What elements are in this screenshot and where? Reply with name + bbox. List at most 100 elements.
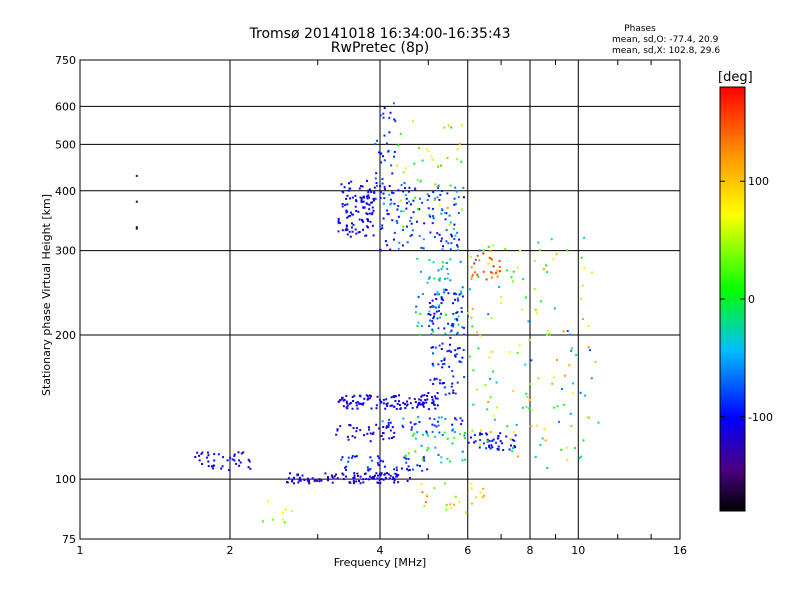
data-point	[431, 430, 434, 433]
data-point	[371, 211, 374, 214]
data-point	[587, 416, 590, 419]
data-point	[431, 328, 434, 331]
data-point	[320, 479, 323, 482]
data-point	[497, 437, 500, 440]
data-point	[461, 450, 464, 453]
data-point	[248, 460, 251, 463]
data-point	[473, 434, 476, 437]
x-tick-label: 4	[377, 544, 384, 557]
data-point	[498, 270, 501, 273]
data-point	[370, 395, 372, 398]
data-point	[431, 299, 434, 302]
data-point	[362, 206, 365, 209]
data-point	[398, 394, 400, 397]
data-point	[586, 416, 589, 419]
data-point	[555, 359, 558, 361]
data-point	[580, 297, 583, 300]
data-point	[496, 447, 499, 450]
data-point	[425, 401, 428, 404]
data-point	[437, 327, 440, 330]
data-point	[380, 435, 383, 437]
data-point	[438, 382, 441, 385]
data-point	[348, 214, 351, 217]
data-point	[510, 276, 513, 279]
data-point	[201, 451, 204, 454]
data-point	[492, 244, 495, 247]
data-point	[505, 269, 508, 272]
data-point	[293, 482, 295, 485]
data-point	[366, 466, 369, 469]
data-point	[337, 400, 340, 403]
data-point	[200, 452, 203, 455]
data-point	[348, 230, 351, 233]
data-point	[497, 435, 500, 437]
data-point	[580, 455, 583, 458]
data-point	[366, 432, 369, 435]
data-point	[502, 449, 505, 451]
data-point	[382, 116, 385, 119]
data-point	[460, 423, 463, 426]
data-point	[450, 324, 453, 327]
data-point	[428, 310, 431, 313]
data-point	[360, 403, 363, 405]
data-point	[452, 312, 455, 315]
data-point	[455, 418, 458, 421]
data-point	[351, 222, 353, 225]
data-point	[461, 356, 464, 359]
data-point	[407, 452, 410, 455]
data-point	[460, 307, 463, 309]
data-point	[434, 397, 437, 400]
data-point	[416, 404, 419, 407]
data-point	[291, 510, 294, 512]
data-point	[427, 207, 430, 210]
data-point	[496, 275, 499, 278]
data-point	[432, 400, 435, 403]
data-point	[355, 199, 357, 202]
data-point	[569, 412, 572, 415]
data-point	[388, 193, 391, 196]
data-point	[444, 393, 447, 396]
data-point	[387, 425, 390, 428]
data-point	[386, 244, 389, 247]
data-point	[451, 423, 454, 426]
data-point	[440, 268, 443, 270]
data-point	[527, 320, 530, 323]
data-point	[385, 403, 388, 406]
data-point	[437, 363, 440, 366]
data-point	[470, 278, 473, 280]
data-point	[448, 365, 451, 368]
data-point	[417, 147, 420, 150]
data-point	[366, 179, 368, 182]
data-point	[355, 404, 358, 407]
data-point	[345, 227, 348, 230]
data-point	[373, 477, 375, 480]
data-point	[429, 379, 432, 382]
data-point	[366, 225, 369, 228]
data-point	[433, 305, 436, 308]
data-point	[524, 296, 527, 299]
data-point	[515, 423, 518, 426]
data-point	[480, 433, 483, 436]
data-point	[544, 439, 547, 442]
data-point	[391, 191, 393, 194]
data-point	[421, 491, 424, 494]
data-point	[453, 238, 456, 240]
data-point	[406, 241, 409, 244]
y-tick-label: 100	[55, 473, 76, 486]
data-point	[441, 298, 444, 300]
data-point	[362, 402, 365, 405]
data-point	[453, 431, 456, 434]
data-point	[435, 306, 438, 309]
data-point	[416, 220, 418, 223]
data-point	[417, 402, 420, 405]
data-point	[389, 404, 392, 407]
data-point	[514, 446, 517, 449]
data-point	[212, 467, 215, 470]
data-point	[267, 500, 269, 503]
data-point	[441, 363, 444, 366]
data-point	[449, 221, 452, 224]
data-point	[345, 225, 348, 228]
data-point	[449, 503, 452, 506]
data-point	[479, 433, 481, 436]
data-point	[371, 433, 374, 435]
